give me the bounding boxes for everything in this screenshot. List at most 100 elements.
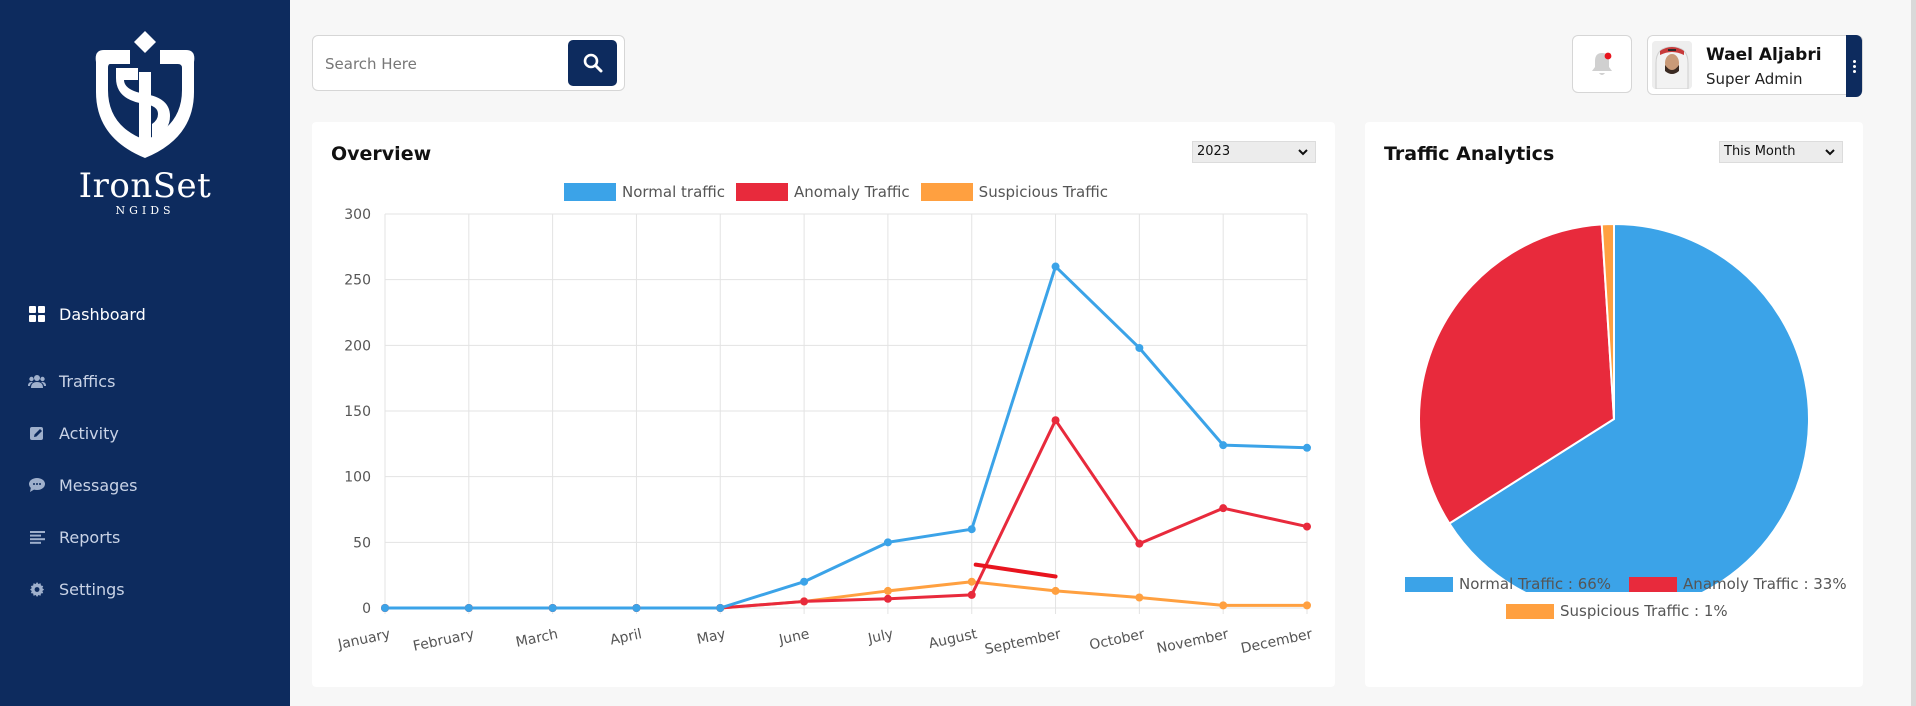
data-point	[464, 604, 473, 612]
overview-line-chart: 0 50 100 150 200 250 300 January February March Ap…	[336, 207, 1314, 658]
annotation-stroke	[973, 562, 1058, 579]
overview-card: Overview 2023 Normal traffic Anomaly Tra…	[312, 122, 1335, 687]
traffic-pie-chart	[1418, 222, 1810, 592]
gear-icon	[28, 580, 46, 598]
y-tick-label: 250	[344, 273, 371, 289]
series-line	[385, 265, 1308, 610]
legend-swatch-normal	[1405, 576, 1453, 592]
sidebar-item-traffics[interactable]: Traffics	[28, 365, 115, 397]
data-point	[1303, 601, 1311, 610]
data-point	[1303, 443, 1311, 452]
sidebar-item-activity[interactable]: Activity	[28, 417, 119, 449]
logo-emblem-icon	[95, 31, 195, 158]
data-point	[1219, 441, 1228, 450]
pie-slice	[1418, 223, 1616, 525]
data-point	[1219, 601, 1228, 610]
x-tick-label: June	[777, 626, 811, 648]
user-menu-kebab-icon[interactable]	[1846, 35, 1862, 97]
legend-swatch-suspicious	[1506, 603, 1554, 619]
brand-logo[interactable]: IronSet NGIDS	[75, 28, 215, 217]
y-tick-label: 50	[353, 535, 371, 551]
y-tick-label: 200	[344, 338, 371, 354]
data-point	[883, 594, 892, 603]
x-tick-label: October	[1088, 626, 1146, 653]
chat-icon	[28, 476, 46, 494]
users-icon	[28, 372, 46, 390]
legend-label-suspicious: Suspicious Traffic	[978, 183, 1108, 201]
pie-legend-row-2: Suspicious Traffic : 1%	[1506, 602, 1728, 620]
sidebar-item-label: Traffics	[59, 371, 116, 391]
brand-tagline: NGIDS	[115, 204, 175, 217]
data-point	[548, 604, 557, 612]
overview-title: Overview	[331, 143, 432, 165]
sidebar-item-dashboard[interactable]: Dashboard	[28, 298, 146, 330]
sidebar-item-settings[interactable]: Settings	[28, 573, 125, 605]
data-point	[381, 604, 389, 612]
overview-legend: Normal traffic Anomaly Traffic Suspiciou…	[564, 183, 1108, 201]
user-profile-card[interactable]: Wael Aljabri Super Admin	[1647, 35, 1863, 97]
search-icon	[583, 53, 602, 73]
sidebar-item-label: Settings	[59, 579, 125, 599]
user-name: Wael Aljabri	[1706, 45, 1822, 65]
sidebar-item-label: Activity	[59, 423, 119, 443]
search-bar	[312, 35, 625, 91]
page-scrollbar[interactable]	[1911, 0, 1916, 706]
pie-slice	[1600, 222, 1615, 420]
legend-swatch-anomaly	[1629, 576, 1678, 592]
x-tick-label: September	[983, 626, 1062, 658]
x-tick-label: January	[336, 626, 392, 653]
traffic-analytics-card: Traffic Analytics This Month Normal Traf…	[1365, 122, 1863, 687]
data-point	[967, 590, 976, 599]
y-tick-label: 300	[344, 207, 371, 223]
period-select[interactable]: This Month	[1719, 141, 1843, 163]
chevron-down-icon	[1298, 149, 1308, 156]
year-select-value: 2023	[1197, 144, 1231, 159]
data-point	[716, 604, 725, 612]
bell-icon	[1592, 52, 1612, 75]
year-select[interactable]: 2023	[1192, 141, 1316, 163]
legend-swatch-anomaly	[736, 183, 789, 201]
avatar	[1652, 41, 1692, 89]
chart-grid	[384, 213, 1308, 614]
data-point	[967, 525, 976, 534]
user-role: Super Admin	[1706, 70, 1803, 88]
y-tick-label: 150	[344, 404, 371, 420]
notifications-button[interactable]	[1572, 35, 1632, 93]
sidebar: IronSet NGIDS Dashboard Traffics Activit…	[0, 0, 290, 706]
period-select-value: This Month	[1724, 144, 1796, 159]
series-line	[385, 418, 1308, 610]
data-point	[1135, 539, 1144, 548]
series-line	[385, 580, 1307, 610]
data-point	[632, 604, 641, 612]
data-point	[800, 597, 809, 606]
edit-icon	[28, 424, 46, 442]
data-point	[1303, 522, 1311, 531]
data-point	[1135, 593, 1144, 602]
data-point	[800, 577, 809, 586]
x-tick-label: April	[609, 626, 644, 648]
legend-label-suspicious: Suspicious Traffic : 1%	[1560, 602, 1728, 620]
x-tick-label: December	[1239, 626, 1314, 657]
legend-label-normal: Normal traffic	[622, 183, 726, 201]
legend-label-anomaly: Anamoly Traffic : 33%	[1683, 575, 1847, 593]
legend-swatch-normal	[564, 183, 616, 201]
dashboard-icon	[28, 305, 46, 323]
pie-legend-row-1: Normal Traffic : 66% Anamoly Traffic : 3…	[1405, 575, 1847, 593]
x-tick-label: March	[514, 626, 559, 651]
x-tick-label: May	[695, 626, 727, 648]
sidebar-item-messages[interactable]: Messages	[28, 469, 137, 501]
sidebar-item-label: Reports	[59, 527, 121, 547]
y-tick-label: 0	[362, 601, 371, 617]
data-point	[883, 586, 892, 595]
data-point	[1219, 504, 1228, 513]
traffic-analytics-title: Traffic Analytics	[1384, 143, 1555, 165]
legend-swatch-suspicious	[920, 183, 973, 201]
data-point	[883, 538, 892, 547]
search-input[interactable]	[325, 50, 555, 78]
x-tick-label: July	[866, 626, 895, 647]
sidebar-item-reports[interactable]: Reports	[28, 521, 120, 553]
y-tick-label: 100	[344, 470, 371, 486]
x-tick-label: February	[412, 626, 476, 655]
x-tick-label: November	[1155, 626, 1230, 657]
search-button[interactable]	[568, 40, 617, 86]
